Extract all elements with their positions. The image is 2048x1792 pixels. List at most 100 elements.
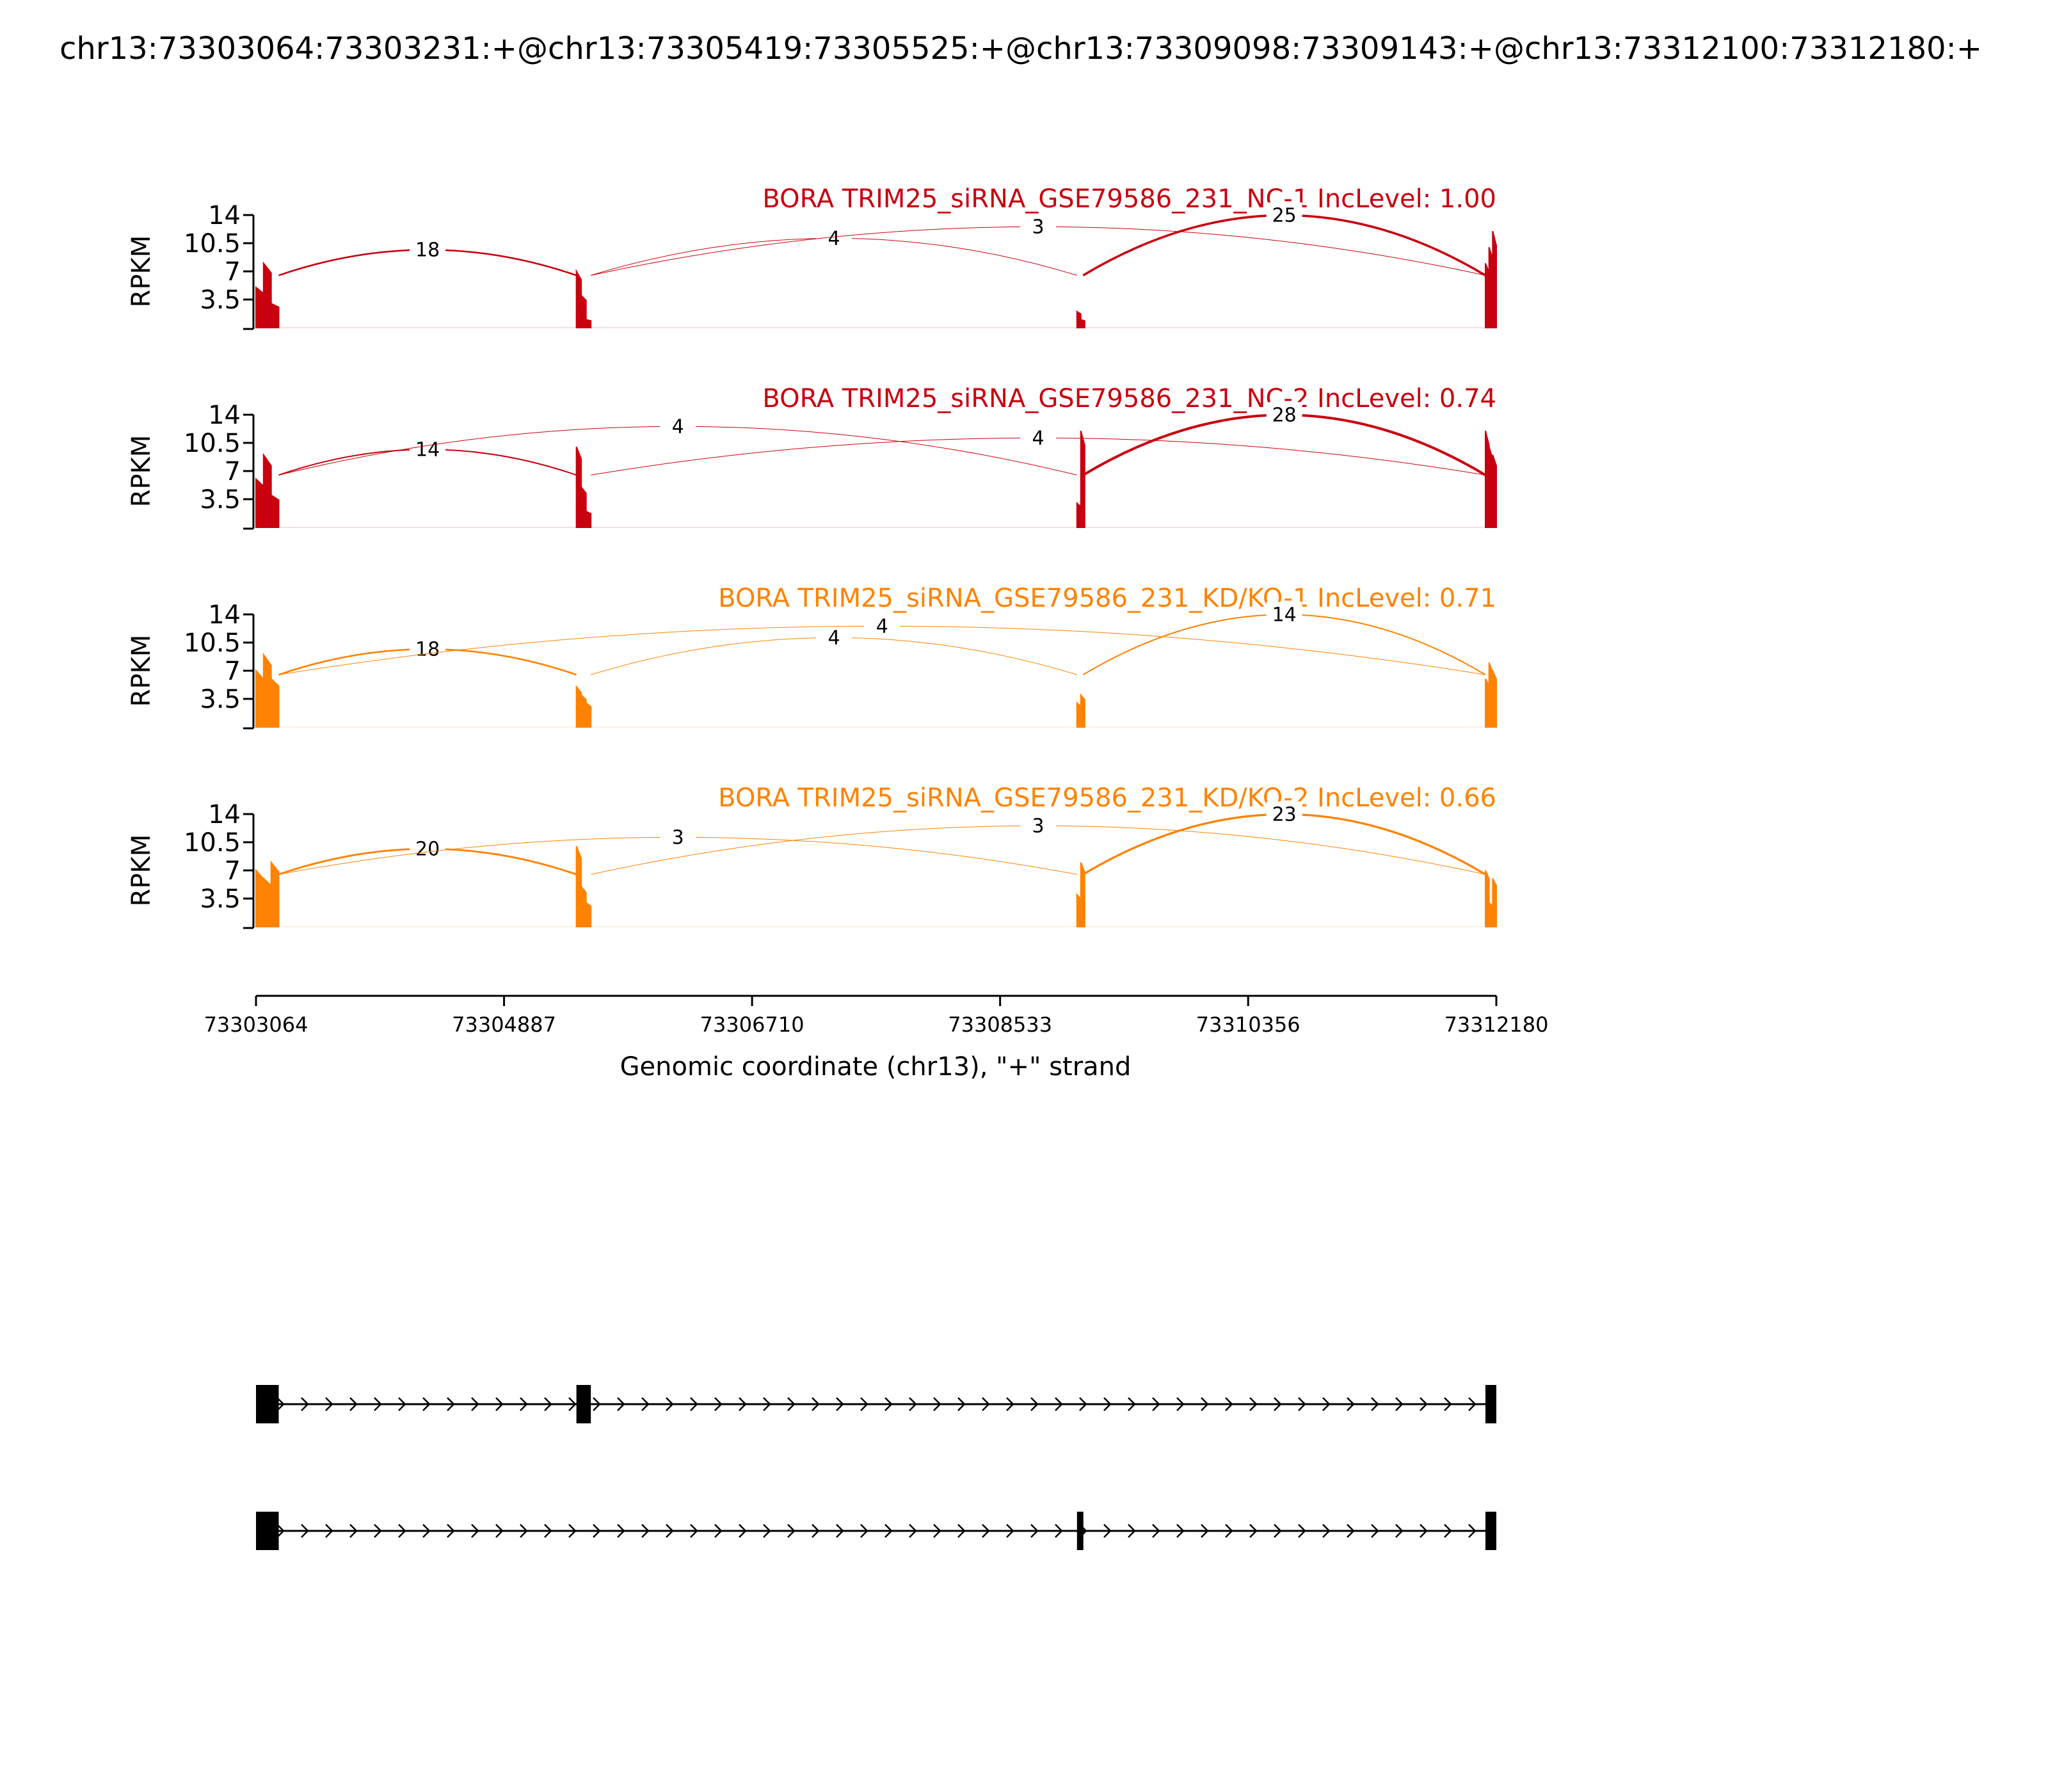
y-tick-label: 10.5 [184,828,241,858]
strand-arrow [666,1397,674,1411]
strand-arrow [909,1397,917,1411]
junction-count-label: 4 [828,627,840,649]
exon-block [256,1385,279,1423]
exon-coverage [1484,662,1497,728]
coverage-track: BORA TRIM25_siRNA_GSE79586_231_NC-2 IncL… [127,384,1497,530]
strand-arrow [495,1397,504,1411]
x-tick-label: 73304887 [452,1012,556,1037]
strand-arrow [1201,1524,1209,1538]
junction-count-label: 4 [876,615,888,637]
junction-count-label: 28 [1272,404,1297,426]
track-title: BORA TRIM25_siRNA_GSE79586_231_KD/KO-2 I… [718,783,1496,813]
strand-arrow [1322,1397,1331,1411]
exon-coverage [1076,430,1085,528]
strand-arrow [884,1524,893,1538]
strand-arrow [422,1524,431,1538]
strand-arrow [787,1397,796,1411]
strand-arrow [1444,1524,1452,1538]
x-axis: 73303064 73304887 73306710 73308533 73310356… [204,995,1549,1037]
y-tick-label: 3.5 [200,485,241,515]
strand-arrow [1030,1524,1039,1538]
strand-arrow [568,1397,577,1411]
strand-arrow [909,1524,917,1538]
junction-label-bg [410,436,446,460]
exon-block [1485,1385,1496,1423]
exon-coverage [1076,862,1085,927]
strand-arrow [1468,1524,1476,1538]
junction-label-bg [410,237,446,260]
junction-label-bg [1266,801,1302,825]
strand-arrow [325,1524,333,1538]
strand-arrow [860,1397,868,1411]
strand-arrow [447,1397,455,1411]
strand-arrow [495,1524,504,1538]
y-axis-label: RPKM [127,236,156,308]
strand-arrow [276,1524,285,1538]
strand-arrow [398,1397,406,1411]
y-axis-label: RPKM [127,835,156,907]
strand-arrow [301,1524,309,1538]
strand-arrow [933,1524,941,1538]
strand-arrow [374,1524,382,1538]
track-title: BORA TRIM25_siRNA_GSE79586_231_KD/KO-1 I… [718,584,1496,613]
y-tick-label: 14 [208,201,241,230]
y-axis-label: RPKM [127,435,156,508]
strand-arrow [1128,1524,1136,1538]
exon-coverage [1484,230,1497,328]
strand-arrow [1274,1524,1282,1538]
strand-arrow [1176,1524,1185,1538]
strand-arrow [544,1397,552,1411]
isoform-track [256,1512,1496,1550]
strand-arrow [471,1397,479,1411]
junction-count-label: 14 [1272,604,1297,626]
exon-coverage [575,446,592,528]
junction-count-label: 3 [672,826,684,849]
junction-label-bg [1020,813,1057,836]
strand-arrow [1298,1524,1306,1538]
strand-arrow [301,1397,309,1411]
coverage-track: BORA TRIM25_siRNA_GSE79586_231_KD/KO-1 I… [127,584,1497,730]
junction-count-label: 4 [672,415,684,438]
y-tick-label: 14 [208,600,241,630]
y-tick-label: 10.5 [184,229,241,259]
strand-arrow [1249,1524,1258,1538]
gene-model-tracks [256,1385,1496,1550]
strand-arrow [398,1524,406,1538]
junction-label-bg [410,836,446,860]
strand-arrow [617,1524,625,1538]
strand-arrow [1152,1397,1160,1411]
x-tick-label: 73308533 [948,1012,1052,1037]
exon-coverage [255,261,280,328]
junction-label-bg [1020,425,1057,449]
junction-label-bg [1266,402,1302,426]
strand-arrow [1347,1397,1355,1411]
strand-arrow [1152,1524,1160,1538]
strand-arrow [593,1397,601,1411]
strand-arrow [641,1524,650,1538]
page-title: chr13:73303064:73303231:+@chr13:73305419… [60,31,1982,67]
x-tick-label: 73312180 [1444,1012,1549,1037]
junction-count-label: 20 [415,838,440,860]
exon-coverage [255,452,280,528]
strand-arrow [520,1397,528,1411]
strand-arrow [520,1524,528,1538]
strand-arrow [1274,1397,1282,1411]
isoform-track [256,1385,1496,1423]
strand-arrow [1055,1524,1063,1538]
strand-arrow [1006,1524,1014,1538]
coverage-track: BORA TRIM25_siRNA_GSE79586_231_KD/KO-2 I… [127,783,1497,929]
strand-arrow [1103,1524,1112,1538]
strand-arrow [544,1524,552,1538]
junction-label-bg [815,625,852,648]
strand-arrow [1006,1397,1014,1411]
strand-arrow [714,1397,723,1411]
x-tick-label: 73310356 [1196,1012,1300,1037]
exon-coverage [575,845,592,927]
junction-count-label: 14 [415,438,440,461]
strand-arrow [690,1524,698,1538]
strand-arrow [1420,1524,1428,1538]
y-axis-label: RPKM [127,635,156,707]
strand-arrow [714,1524,723,1538]
strand-arrow [982,1524,990,1538]
strand-arrow [447,1524,455,1538]
